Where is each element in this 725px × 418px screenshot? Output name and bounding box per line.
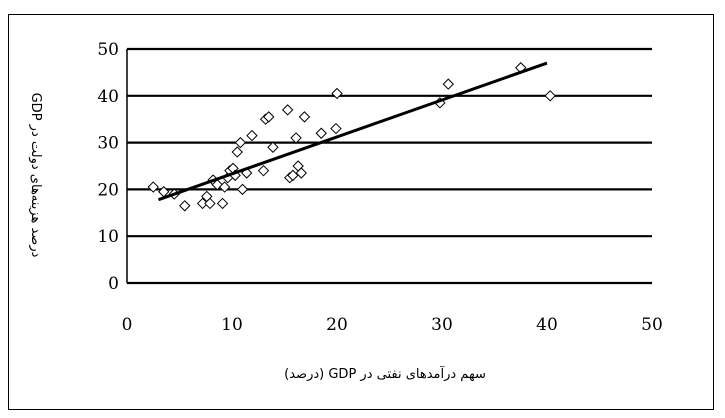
grid-lines <box>126 47 652 285</box>
data-point <box>234 136 247 149</box>
x-tick-label: 0 <box>122 315 133 335</box>
x-tick-labels: 0 10 20 30 40 50 <box>122 315 663 335</box>
data-point <box>263 111 275 123</box>
data-point <box>257 164 270 177</box>
x-tick-label: 30 <box>431 315 453 335</box>
y-tick-labels: 0 10 20 30 40 50 <box>97 40 119 294</box>
data-point <box>267 141 279 153</box>
data-point <box>331 87 343 100</box>
y-tick-label: 50 <box>97 40 119 60</box>
data-point <box>216 197 229 210</box>
data-point <box>179 200 191 212</box>
data-point <box>442 78 455 90</box>
data-point <box>287 169 299 182</box>
y-tick-label: 10 <box>97 227 119 247</box>
x-tick-label: 10 <box>221 315 243 335</box>
data-point <box>218 181 231 193</box>
data-point <box>544 90 556 102</box>
y-tick-label: 30 <box>97 134 119 154</box>
x-axis-label: سهم درآمدهای نفتی در GDP (درصد) <box>284 365 486 382</box>
data-point <box>330 122 342 135</box>
x-tick-label: 40 <box>536 315 558 335</box>
x-tick-label: 20 <box>326 315 348 335</box>
data-point <box>246 129 258 142</box>
data-point <box>290 132 302 144</box>
data-point <box>295 167 308 179</box>
chart-frame <box>8 14 714 410</box>
data-point <box>315 127 327 139</box>
data-point <box>281 104 294 116</box>
trendline <box>158 61 548 202</box>
data-point <box>236 183 249 196</box>
y-tick-label: 0 <box>108 274 119 294</box>
data-point <box>231 146 243 158</box>
x-tick-label: 50 <box>641 315 663 335</box>
data-point <box>204 197 216 210</box>
y-axis-label: درصد هزینه‌های دولت در GDP <box>28 93 43 258</box>
y-tick-label: 20 <box>97 180 119 200</box>
y-tick-label: 40 <box>97 87 119 107</box>
data-point <box>147 181 159 193</box>
data-point <box>298 111 311 123</box>
